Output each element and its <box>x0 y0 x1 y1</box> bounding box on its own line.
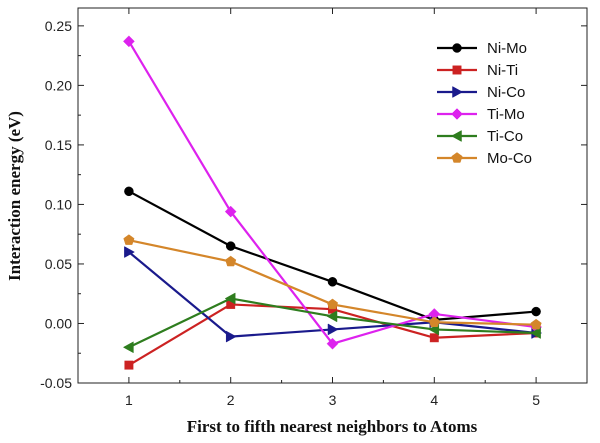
y-tick-label: 0.25 <box>45 18 72 34</box>
series-ti-mo <box>123 35 542 350</box>
data-point-ni-co <box>124 246 135 258</box>
data-point-mo-co <box>326 298 339 310</box>
x-tick-label: 3 <box>329 392 337 408</box>
y-tick-label: 0.15 <box>45 137 72 153</box>
legend-marker <box>452 43 462 53</box>
series-ni-ti <box>124 299 541 370</box>
x-axis-title: First to fifth nearest neighbors to Atom… <box>187 417 478 436</box>
data-point-ti-co <box>224 292 236 305</box>
y-tick-label: 0.20 <box>45 77 72 93</box>
x-tick-label: 2 <box>227 392 235 408</box>
y-axis-title: Interaction energy (eV) <box>5 111 24 281</box>
series-mo-co <box>123 234 542 330</box>
legend-marker <box>452 86 464 98</box>
legend-label: Ti-Co <box>487 128 523 145</box>
data-point-ni-co <box>225 330 237 343</box>
data-point-ni-ti <box>124 360 134 370</box>
x-tick-label: 4 <box>430 392 438 408</box>
data-point-ni-mo <box>327 277 338 287</box>
legend-item-mo-co: Mo-Co <box>437 150 532 167</box>
legend-marker <box>451 152 463 163</box>
data-point-ni-ti <box>429 333 439 343</box>
data-point-mo-co <box>530 318 542 330</box>
legend-marker <box>452 65 462 75</box>
series-line-ti-mo <box>127 40 537 345</box>
data-point-ti-co <box>326 310 338 323</box>
legend-item-ni-ti: Ni-Ti <box>437 62 518 79</box>
y-tick-label: -0.05 <box>40 375 72 391</box>
legend-label: Mo-Co <box>487 150 532 167</box>
y-tick-label: 0.05 <box>45 256 72 272</box>
legend: Ni-Mo Ni-Ti Ni-Co Ti-Mo Ti-Co Mo-Co <box>437 40 532 167</box>
legend-item-ni-mo: Ni-Mo <box>437 40 527 57</box>
y-tick-label: 0.00 <box>45 315 72 331</box>
legend-label: Ni-Ti <box>487 62 518 79</box>
legend-marker <box>451 108 463 120</box>
series-ti-co <box>122 292 541 354</box>
series-group <box>122 35 543 370</box>
data-point-mo-co <box>123 234 135 245</box>
data-point-ni-mo <box>225 241 236 251</box>
data-point-ti-co <box>122 341 134 354</box>
legend-marker <box>450 130 462 142</box>
x-tick-label: 5 <box>532 392 540 408</box>
y-tick-label: 0.10 <box>45 196 72 212</box>
series-ni-co <box>124 246 543 343</box>
legend-label: Ni-Co <box>487 84 525 101</box>
legend-item-ti-co: Ti-Co <box>437 128 523 145</box>
legend-item-ni-co: Ni-Co <box>437 84 525 101</box>
axis-ticks: 1 2 3 4 5 -0.05 0.00 0.05 0.10 0.15 0.20 0.25 <box>40 8 587 408</box>
data-point-ti-mo <box>224 205 237 218</box>
data-point-ni-mo <box>124 186 134 197</box>
data-point-mo-co <box>428 316 440 327</box>
data-point-mo-co <box>225 255 237 267</box>
x-tick-label: 1 <box>125 392 133 408</box>
data-point-ni-co <box>327 323 339 336</box>
data-point-ti-mo <box>123 35 135 48</box>
data-point-ti-co <box>530 327 541 339</box>
data-point-ti-mo <box>326 337 339 350</box>
legend-label: Ni-Mo <box>487 40 527 57</box>
legend-label: Ti-Mo <box>487 106 525 123</box>
data-point-ni-mo <box>531 306 541 317</box>
legend-item-ti-mo: Ti-Mo <box>437 106 525 123</box>
